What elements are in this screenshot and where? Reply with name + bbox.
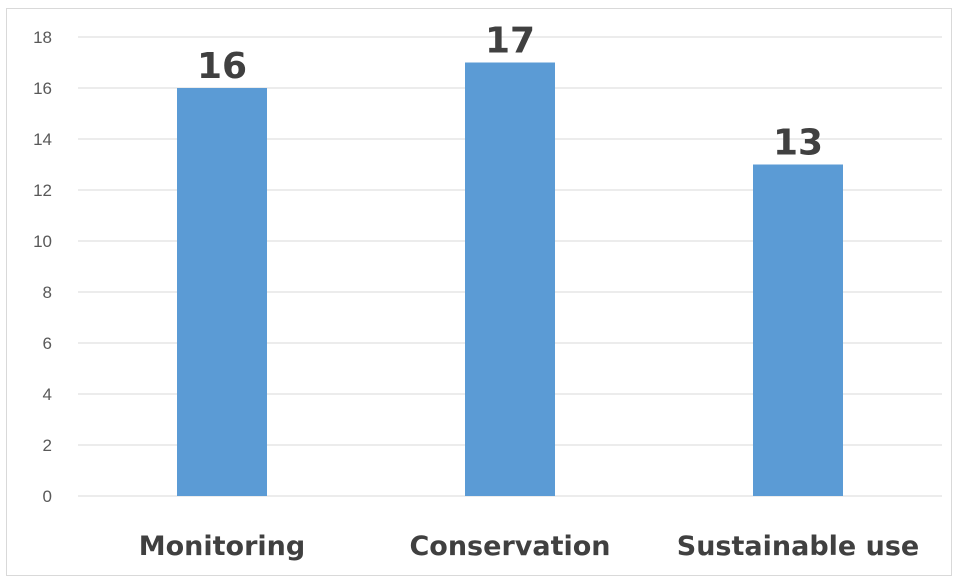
y-tick-label: 0 — [43, 487, 52, 506]
y-tick-label: 12 — [33, 181, 52, 200]
category-label: Monitoring — [139, 531, 305, 562]
y-tick-label: 4 — [43, 385, 52, 404]
bar-sustainable-use — [753, 164, 843, 496]
data-label: 16 — [197, 46, 247, 87]
y-tick-label: 18 — [33, 28, 52, 47]
y-tick-label: 2 — [43, 436, 52, 455]
data-label: 17 — [485, 21, 535, 62]
bar-conservation — [465, 62, 555, 496]
y-axis-tick-labels: 0 2 4 6 8 10 12 14 16 18 — [33, 28, 52, 506]
y-tick-label: 14 — [33, 130, 52, 149]
bar-monitoring — [177, 88, 267, 496]
category-label: Sustainable use — [677, 531, 919, 562]
y-tick-label: 16 — [33, 79, 52, 98]
data-label: 13 — [773, 123, 823, 164]
y-tick-label: 8 — [43, 283, 52, 302]
y-tick-label: 10 — [33, 232, 52, 251]
y-tick-label: 6 — [43, 334, 52, 353]
x-axis-category-labels: Monitoring Conservation Sustainable use — [139, 531, 919, 562]
data-labels: 16 17 13 — [197, 21, 823, 164]
category-label: Conservation — [409, 531, 610, 562]
bars — [177, 62, 843, 496]
